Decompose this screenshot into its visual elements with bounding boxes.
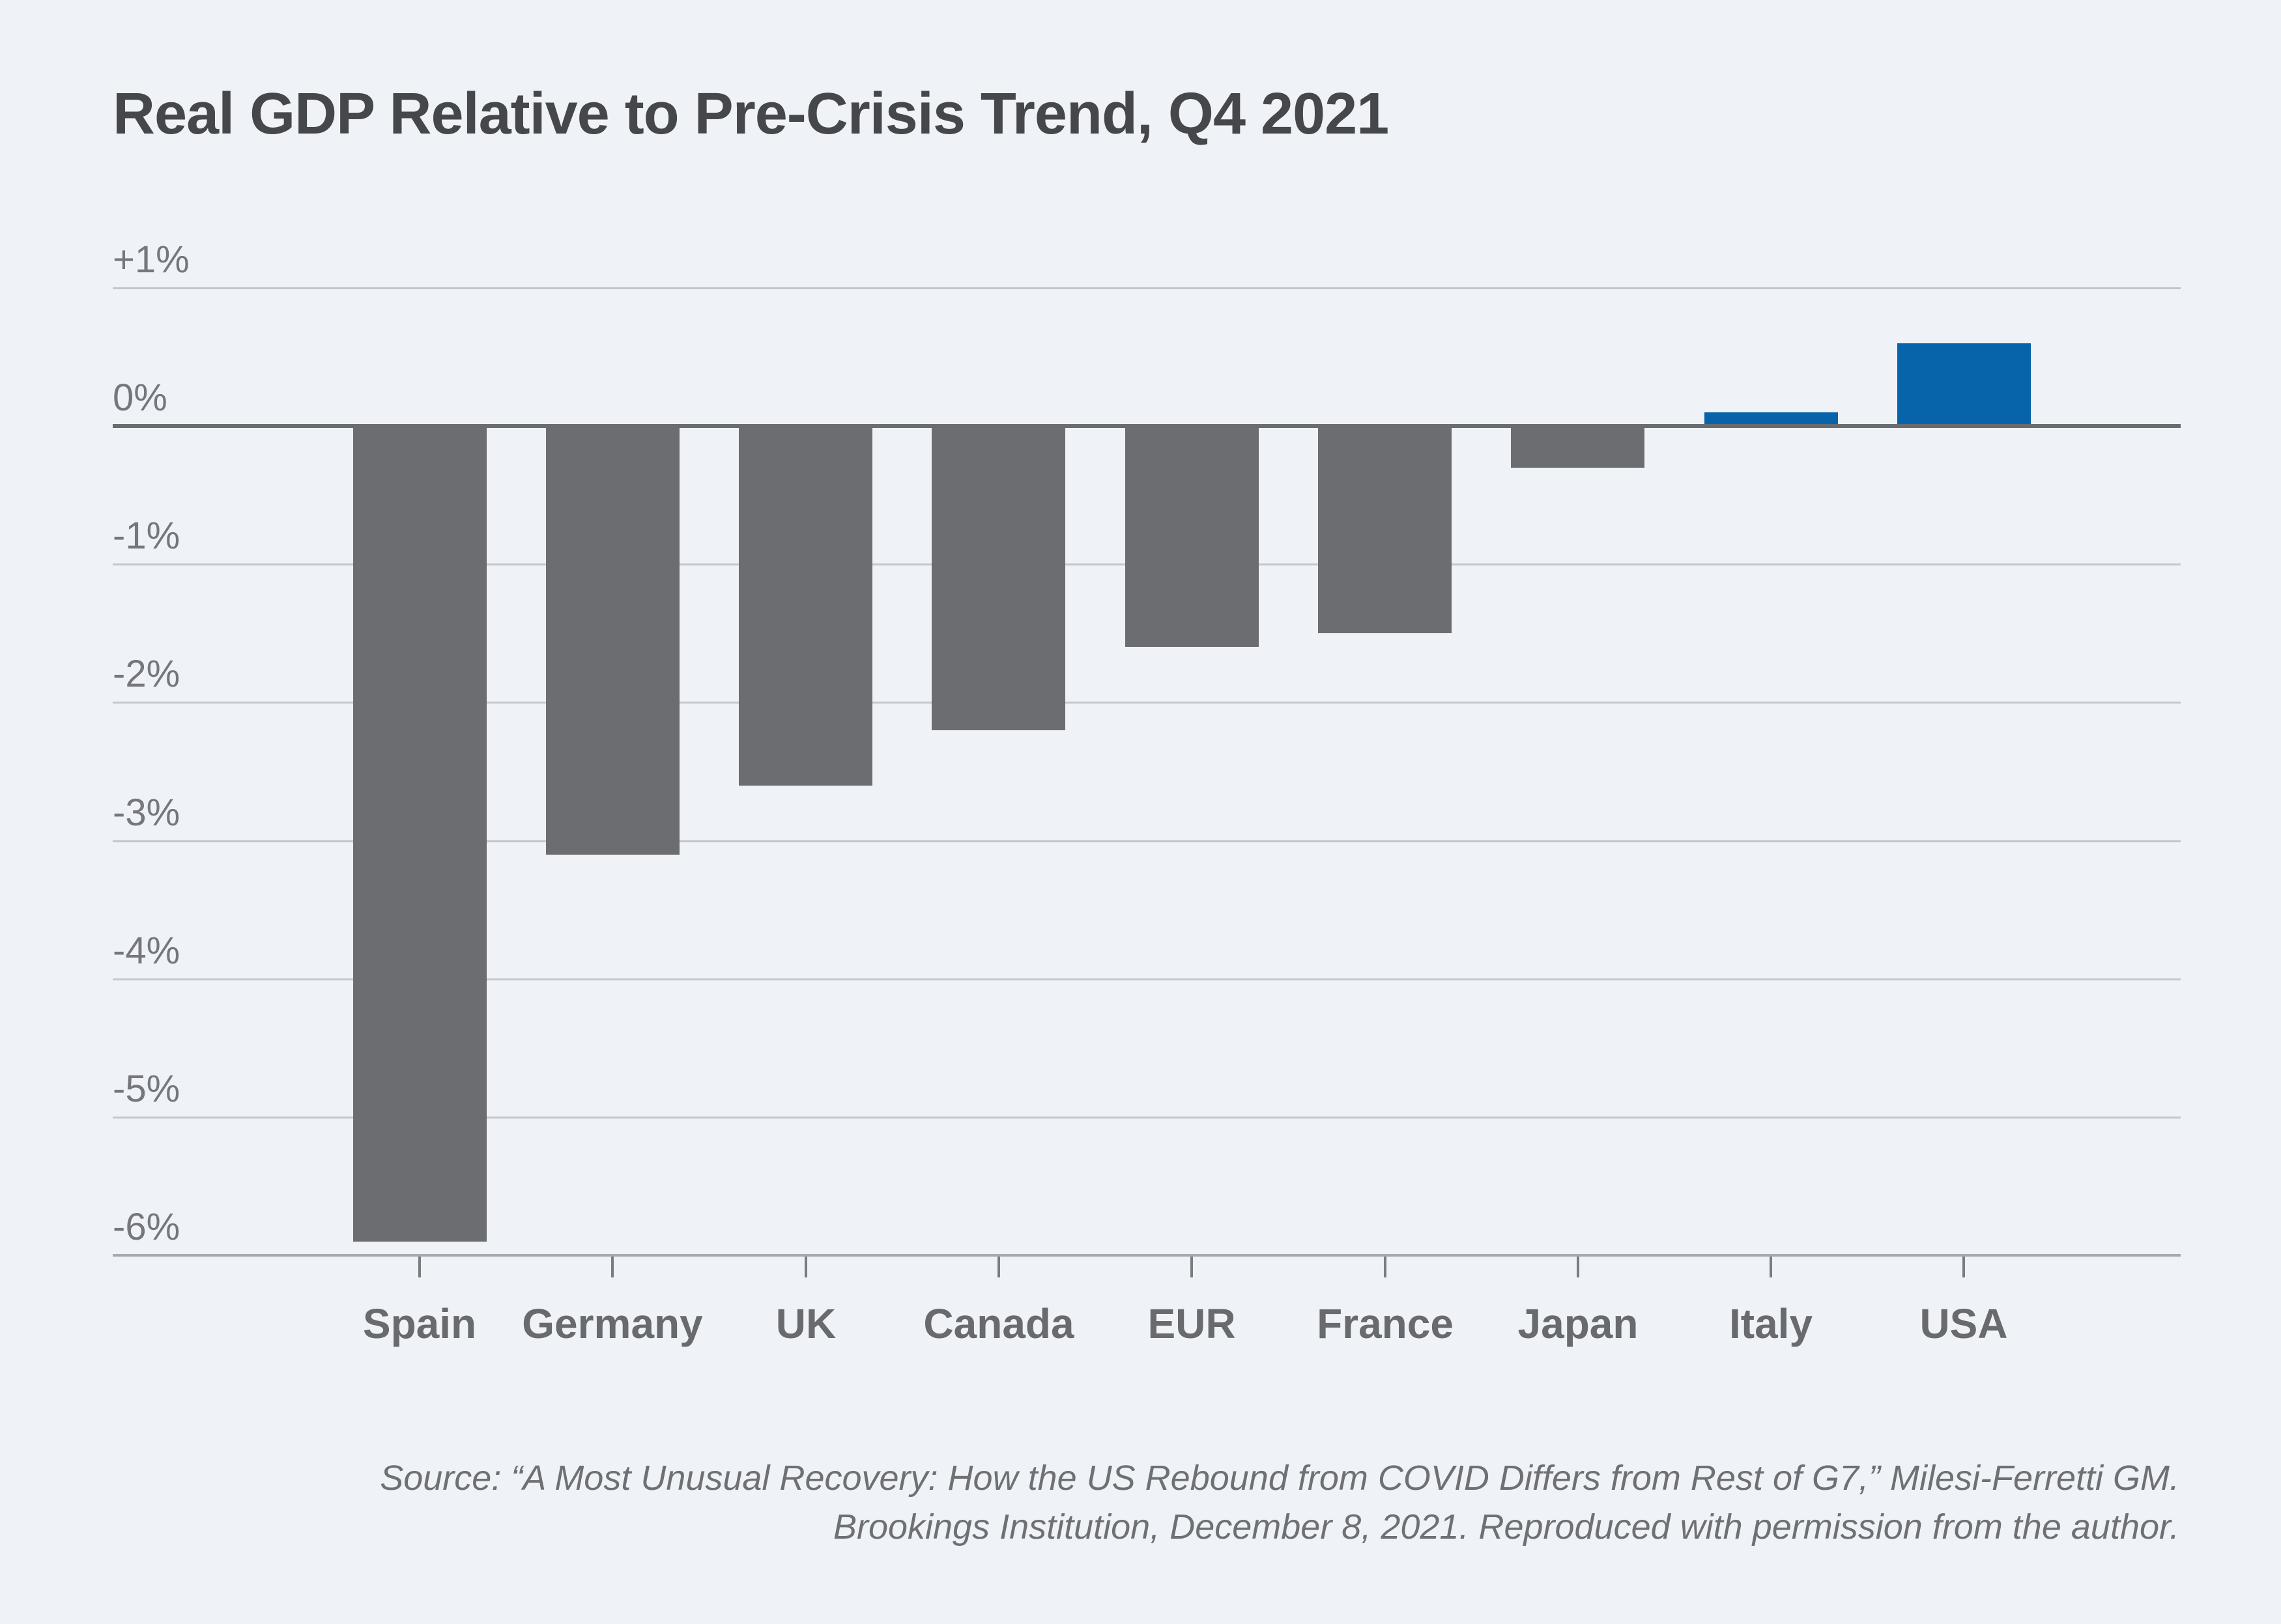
x-axis-category-label: Spain xyxy=(362,1300,477,1347)
x-axis-category-label: UK xyxy=(775,1300,837,1347)
y-axis-tick-label: -3% xyxy=(113,791,180,834)
x-axis-tick xyxy=(418,1257,421,1277)
x-axis-tick xyxy=(1190,1257,1193,1277)
gridline xyxy=(113,1117,2181,1118)
bar-italy xyxy=(1704,412,1838,426)
x-axis-tick xyxy=(997,1257,1000,1277)
source-caption-line-2: Brookings Institution, December 8, 2021.… xyxy=(833,1507,2179,1546)
gridline xyxy=(113,840,2181,842)
zero-baseline xyxy=(113,424,2181,428)
gridline xyxy=(113,978,2181,980)
x-axis-tick xyxy=(611,1257,614,1277)
x-axis-tick xyxy=(1770,1257,1772,1277)
x-axis-tick xyxy=(805,1257,807,1277)
y-axis-tick-label: -5% xyxy=(113,1068,180,1110)
y-axis-tick-label: -1% xyxy=(113,515,180,557)
x-axis-category-label: Italy xyxy=(1729,1300,1813,1347)
x-axis-category-label: Canada xyxy=(923,1300,1074,1347)
bar-france xyxy=(1318,426,1452,633)
x-axis-category-label: USA xyxy=(1919,1300,2008,1347)
y-axis-tick-label: 0% xyxy=(113,377,167,419)
bar-eur xyxy=(1125,426,1259,647)
bar-spain xyxy=(353,426,487,1242)
x-axis-tick xyxy=(1384,1257,1386,1277)
gridline xyxy=(113,287,2181,289)
x-axis-tick xyxy=(1577,1257,1579,1277)
x-axis-tick xyxy=(1962,1257,1965,1277)
x-axis-category-label: Germany xyxy=(522,1300,703,1347)
x-axis-line xyxy=(113,1254,2181,1257)
bar-canada xyxy=(932,426,1065,730)
bar-usa xyxy=(1897,343,2031,426)
y-axis-tick-label: +1% xyxy=(113,238,190,281)
bar-uk xyxy=(739,426,872,786)
chart-title: Real GDP Relative to Pre-Crisis Trend, Q… xyxy=(113,81,1389,147)
y-axis-tick-label: -4% xyxy=(113,930,180,972)
x-axis-category-label: France xyxy=(1317,1300,1454,1347)
bar-germany xyxy=(546,426,680,855)
source-caption: Source: “A Most Unusual Recovery: How th… xyxy=(380,1454,2179,1551)
y-axis-tick-label: -6% xyxy=(113,1206,180,1248)
x-axis-category-label: Japan xyxy=(1517,1300,1639,1347)
y-axis-tick-label: -2% xyxy=(113,653,180,695)
gridline xyxy=(113,702,2181,704)
x-axis-category-label: EUR xyxy=(1147,1300,1236,1347)
bar-japan xyxy=(1511,426,1644,468)
source-caption-line-1: Source: “A Most Unusual Recovery: How th… xyxy=(380,1459,2179,1498)
